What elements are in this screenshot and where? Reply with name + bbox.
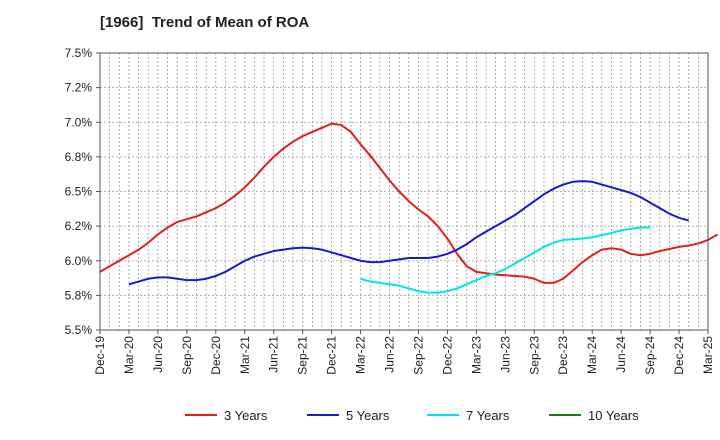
legend-label: 3 Years xyxy=(224,408,268,423)
y-tick-label: 7.0% xyxy=(65,115,93,129)
y-tick-label: 5.8% xyxy=(65,288,93,302)
x-tick-label: Dec-23 xyxy=(556,336,570,375)
y-tick-label: 5.5% xyxy=(65,323,93,337)
legend-label: 5 Years xyxy=(346,408,390,423)
x-tick-label: Dec-19 xyxy=(93,336,107,375)
chart-title: [1966] Trend of Mean of ROA xyxy=(100,14,310,31)
x-tick-label: Sep-24 xyxy=(643,336,657,375)
x-tick-label: Sep-20 xyxy=(180,336,194,375)
x-tick-label: Sep-22 xyxy=(411,336,425,375)
y-tick-label: 6.8% xyxy=(65,150,93,164)
series-line-3-years xyxy=(99,122,719,284)
series-line-7-years xyxy=(360,226,651,294)
y-tick-label: 7.2% xyxy=(65,81,93,95)
y-tick-label: 6.2% xyxy=(65,219,93,233)
x-tick-label: Dec-24 xyxy=(672,336,686,375)
x-tick-label: Sep-23 xyxy=(527,336,541,375)
x-tick-label: Dec-20 xyxy=(209,336,223,375)
y-tick-label: 7.5% xyxy=(65,46,93,60)
x-tick-label: Mar-24 xyxy=(585,336,599,374)
x-tick-label: Mar-23 xyxy=(469,336,483,374)
legend-label: 10 Years xyxy=(588,408,639,423)
series-line-5-years xyxy=(128,180,689,286)
x-tick-label: Jun-24 xyxy=(614,336,628,373)
x-tick-label: Jun-23 xyxy=(498,336,512,373)
axis-layer: 7.5%7.2%7.0%6.8%6.5%6.2%6.0%5.8%5.5%Dec-… xyxy=(65,46,715,375)
x-tick-label: Mar-25 xyxy=(701,336,715,374)
x-tick-label: Mar-21 xyxy=(238,336,252,374)
x-tick-label: Mar-22 xyxy=(354,336,368,374)
legend: 3 Years 5 Years 7 Years 10 Years xyxy=(185,408,639,423)
y-tick-label: 6.5% xyxy=(65,185,93,199)
x-tick-label: Dec-21 xyxy=(325,336,339,375)
series-layer xyxy=(99,122,719,294)
x-tick-label: Jun-21 xyxy=(267,336,281,373)
grid-layer xyxy=(99,52,709,331)
x-tick-label: Mar-20 xyxy=(122,336,136,374)
legend-label: 7 Years xyxy=(466,408,510,423)
x-tick-label: Jun-20 xyxy=(151,336,165,373)
x-tick-label: Dec-22 xyxy=(440,336,454,375)
x-tick-label: Sep-21 xyxy=(296,336,310,375)
y-tick-label: 6.0% xyxy=(65,254,93,268)
x-tick-label: Jun-22 xyxy=(383,336,397,373)
